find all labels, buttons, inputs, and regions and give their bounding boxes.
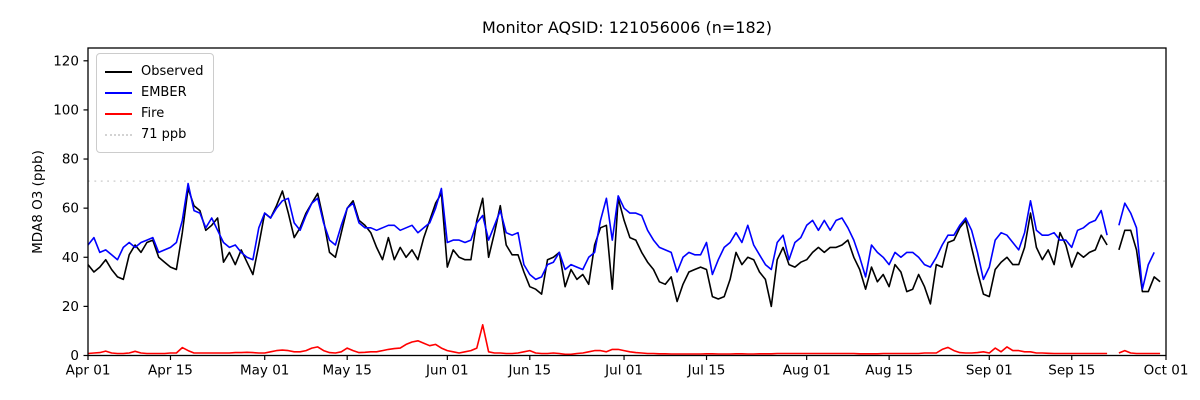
series-line-fire (87, 324, 1161, 356)
legend: Observed EMBER Fire 71 ppb (96, 53, 214, 153)
x-tick-label: Apr 01 (66, 363, 111, 379)
x-tick-label: Jun 15 (508, 363, 552, 379)
legend-item-fire: Fire (105, 103, 203, 124)
y-tick-label: 80 (62, 152, 79, 168)
x-tick-label: Jul 15 (687, 363, 726, 379)
legend-line-fire (105, 112, 132, 115)
x-tick-label: May 15 (322, 363, 371, 379)
y-tick-label: 40 (62, 250, 79, 266)
x-tick-label: Aug 01 (783, 363, 831, 379)
series-line-ember (87, 182, 1155, 290)
legend-line-observed (105, 70, 132, 73)
legend-label-fire: Fire (141, 106, 165, 121)
chart-title: Monitor AQSID: 121056006 (n=182) (481, 18, 773, 37)
series-line-observed (87, 187, 1161, 308)
x-tick-label: Apr 15 (148, 363, 193, 379)
legend-label-observed: Observed (141, 64, 204, 79)
legend-label-ember: EMBER (141, 85, 187, 100)
legend-label-threshold: 71 ppb (141, 127, 187, 142)
legend-item-ember: EMBER (105, 82, 203, 103)
x-tick-label: Aug 15 (865, 363, 913, 379)
x-tick-label: Oct 01 (1144, 363, 1189, 379)
x-tick-label: Sep 01 (966, 363, 1013, 379)
y-axis-label: MDA8 O3 (ppb) (30, 150, 46, 254)
legend-item-observed: Observed (105, 61, 204, 82)
legend-line-threshold (105, 133, 132, 136)
x-tick-label: Sep 15 (1048, 363, 1095, 379)
y-tick-label: 0 (70, 348, 79, 364)
legend-item-threshold: 71 ppb (105, 124, 203, 145)
y-tick-label: 20 (62, 299, 79, 315)
axes-spines (87, 47, 1167, 357)
y-tick-label: 100 (53, 102, 79, 118)
x-tick-label: Jun 01 (425, 363, 469, 379)
y-tick-label: 120 (53, 53, 79, 69)
legend-line-ember (105, 91, 132, 94)
x-tick-label: Jul 01 (604, 363, 643, 379)
y-tick-label: 60 (62, 201, 79, 217)
x-tick-label: May 01 (240, 363, 289, 379)
